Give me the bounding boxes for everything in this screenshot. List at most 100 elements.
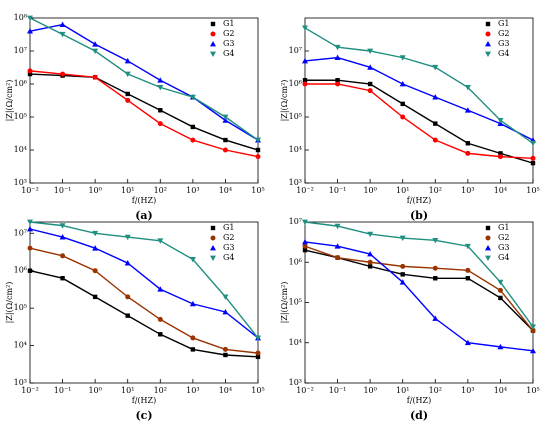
y-axis-label: |Z|(Ω/cm²): [280, 282, 289, 324]
legend-label: G1: [223, 223, 234, 232]
marker: [60, 71, 66, 77]
marker: [432, 265, 438, 271]
x-tick-label: 10⁰: [88, 186, 101, 195]
y-axis-label: |Z|(Ω/cm²): [5, 282, 14, 324]
marker: [465, 267, 471, 273]
marker: [335, 81, 341, 87]
legend-label: G2: [223, 29, 234, 38]
marker: [432, 137, 438, 143]
marker: [255, 154, 261, 160]
marker: [189, 257, 196, 263]
marker: [92, 294, 98, 300]
marker: [497, 279, 504, 286]
marker: [92, 41, 99, 47]
panel-label: (b): [410, 209, 428, 222]
marker: [432, 237, 439, 244]
x-tick-label: 10²: [154, 186, 167, 195]
marker: [190, 124, 196, 130]
marker: [222, 114, 229, 120]
y-tick-label: 10⁶: [14, 266, 27, 275]
x-axis-label: f/(HZ): [132, 396, 156, 405]
marker: [27, 28, 33, 34]
marker: [334, 243, 341, 249]
y-tick-label: 10⁵: [289, 112, 302, 121]
marker: [399, 279, 406, 285]
marker: [334, 223, 341, 230]
marker: [464, 339, 471, 346]
x-tick-label: 10⁰: [88, 386, 101, 395]
marker: [210, 41, 216, 47]
marker: [27, 226, 33, 232]
marker: [498, 295, 503, 301]
marker: [334, 44, 341, 51]
x-tick-label: 10⁻²: [296, 386, 314, 395]
x-tick-label: 10²: [429, 386, 442, 395]
series-line: [304, 27, 534, 144]
x-tick-label: 10⁴: [494, 386, 507, 395]
series-line: [304, 241, 534, 352]
series-line: [304, 221, 534, 328]
marker: [92, 230, 99, 237]
marker: [255, 335, 261, 341]
x-axis-label: f/(HZ): [407, 396, 431, 405]
marker: [302, 247, 308, 253]
marker: [190, 347, 196, 352]
x-tick-label: 10⁻¹: [329, 186, 347, 195]
marker: [124, 260, 131, 266]
marker: [27, 68, 33, 74]
marker: [125, 97, 131, 103]
marker: [302, 81, 308, 87]
marker: [302, 57, 308, 64]
y-tick-label: 10⁵: [14, 303, 27, 312]
x-tick-label: 10³: [186, 386, 199, 395]
y-tick-label: 10⁴: [14, 341, 27, 350]
legend-label: G4: [223, 253, 234, 262]
marker: [400, 272, 405, 277]
marker: [60, 276, 65, 281]
marker: [464, 243, 471, 250]
x-tick-label: 10³: [461, 186, 474, 195]
series-line: [29, 228, 259, 339]
plot-frame: [29, 17, 259, 184]
marker: [210, 31, 216, 37]
y-tick-label: 10⁷: [289, 217, 302, 226]
x-tick-label: 10⁻²: [21, 186, 39, 195]
marker: [59, 31, 66, 38]
marker: [367, 88, 373, 94]
legend-label: G3: [223, 243, 234, 252]
y-tick-label: 10⁶: [14, 79, 27, 88]
marker: [485, 21, 491, 27]
x-tick-label: 10¹: [396, 386, 409, 395]
x-tick-label: 10¹: [121, 186, 134, 195]
y-tick-label: 10³: [14, 378, 27, 387]
y-tick-label: 10⁷: [14, 46, 27, 55]
marker: [210, 235, 216, 241]
legend-label: G2: [498, 29, 509, 38]
marker: [302, 219, 308, 225]
marker: [158, 332, 163, 337]
y-tick-label: 10⁴: [289, 145, 302, 154]
marker: [157, 84, 164, 91]
marker: [125, 294, 131, 300]
legend-label: G1: [498, 19, 509, 28]
marker: [92, 48, 99, 54]
y-tick-label: 10³: [289, 378, 302, 387]
marker: [190, 137, 196, 143]
series-line: [29, 221, 259, 339]
marker: [485, 51, 491, 57]
marker: [255, 147, 261, 153]
y-tick-label: 10⁴: [289, 338, 302, 347]
legend-label: G4: [223, 49, 234, 58]
marker: [432, 94, 439, 100]
x-tick-label: 10¹: [396, 186, 409, 195]
panel: 10⁻² 10⁻¹ 10⁰ 10¹ 10² 10³ 10⁴ 10⁵ 10³ 10⁴ 10⁵ 10⁶ 10…: [280, 217, 540, 422]
y-tick-label: 10³: [289, 178, 302, 187]
marker: [334, 54, 341, 61]
marker: [485, 41, 491, 47]
panel: 10⁻² 10⁻¹ 10⁰ 10¹ 10² 10³ 10⁴ 10⁵ 10³ 10⁴ 10⁵ 10⁶ 10…: [5, 13, 265, 222]
marker: [530, 160, 536, 166]
marker: [335, 255, 341, 261]
x-tick-label: 10⁴: [219, 386, 232, 395]
marker: [367, 259, 373, 265]
legend-label: G4: [498, 253, 509, 262]
